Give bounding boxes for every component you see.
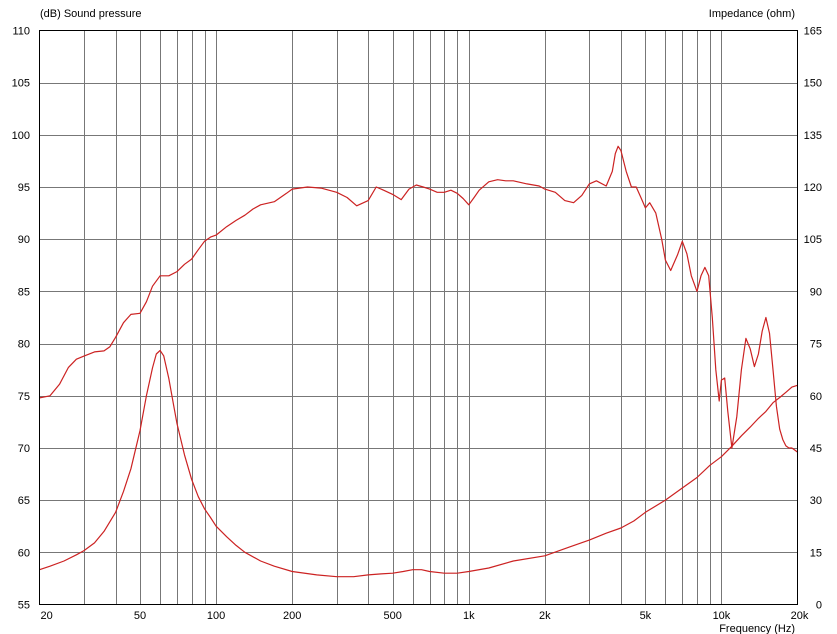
left-tick-label: 110 xyxy=(12,26,30,38)
left-axis-label: (dB) Sound pressure xyxy=(40,8,142,20)
left-tick-label: 105 xyxy=(12,78,30,90)
x-tick-label: 2k xyxy=(539,610,551,622)
left-tick-label: 60 xyxy=(18,547,30,559)
left-axis-ticks: 110 105 100 95 90 85 80 75 70 65 60 55 xyxy=(12,26,30,612)
right-tick-label: 0 xyxy=(816,600,822,612)
right-tick-label: 45 xyxy=(810,443,822,455)
left-tick-label: 75 xyxy=(18,391,30,403)
right-tick-label: 90 xyxy=(810,286,822,298)
left-tick-label: 85 xyxy=(18,286,30,298)
x-tick-label: 1k xyxy=(463,610,475,622)
grid-layer xyxy=(39,30,798,605)
x-tick-label: 100 xyxy=(207,610,225,622)
right-tick-label: 60 xyxy=(810,391,822,403)
right-axis-label: Impedance (ohm) xyxy=(709,8,795,20)
x-axis-label: Frequency (Hz) xyxy=(719,623,795,634)
x-tick-label: 50 xyxy=(134,610,146,622)
x-tick-label: 200 xyxy=(283,610,301,622)
x-tick-label: 5k xyxy=(640,610,652,622)
sound-pressure-curve xyxy=(39,145,798,453)
left-tick-label: 65 xyxy=(18,495,30,507)
right-tick-label: 30 xyxy=(810,495,822,507)
left-tick-label: 95 xyxy=(18,182,30,194)
left-tick-label: 80 xyxy=(18,339,30,351)
x-tick-label: 20k xyxy=(791,610,809,622)
impedance-curve xyxy=(39,349,798,578)
plot-frame xyxy=(39,30,798,605)
right-tick-label: 15 xyxy=(810,547,822,559)
right-tick-label: 135 xyxy=(804,130,822,142)
left-tick-label: 100 xyxy=(12,130,30,142)
right-tick-label: 105 xyxy=(804,234,822,246)
right-tick-label: 150 xyxy=(804,78,822,90)
x-tick-label: 500 xyxy=(384,610,402,622)
curve-layer xyxy=(39,145,798,578)
x-tick-label: 20 xyxy=(41,610,53,622)
right-tick-label: 165 xyxy=(804,26,822,38)
right-tick-label: 120 xyxy=(804,182,822,194)
x-axis-ticks: 20 50 100 200 500 1k 2k 5k 10k 20k xyxy=(41,610,809,622)
left-tick-label: 70 xyxy=(18,443,30,455)
left-tick-label: 55 xyxy=(18,600,30,612)
x-tick-label: 10k xyxy=(713,610,731,622)
right-tick-label: 75 xyxy=(810,339,822,351)
left-tick-label: 90 xyxy=(18,234,30,246)
